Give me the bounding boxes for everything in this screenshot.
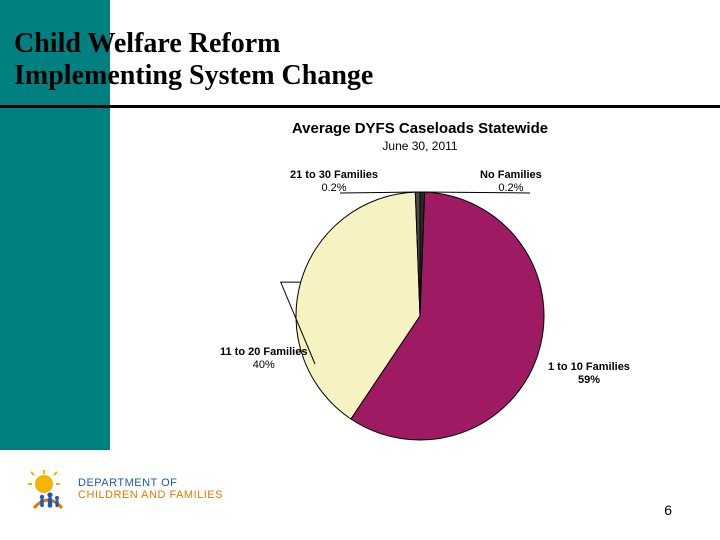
pie-label: 21 to 30 Families0.2%: [290, 169, 378, 194]
page-number: 6: [664, 502, 672, 518]
pie-label: 1 to 10 Families59%: [548, 361, 630, 386]
slide-title: Child Welfare Reform Implementing System…: [14, 28, 594, 92]
footer: DEPARTMENT OF CHILDREN AND FAMILIES 6: [0, 450, 720, 540]
title-line-2: Implementing System Change: [14, 60, 594, 92]
pie-wrap: 11 to 20 Families40% 21 to 30 Families0.2…: [180, 161, 660, 471]
pie-label: No Families0.2%: [480, 169, 542, 194]
logo-line-2: CHILDREN AND FAMILIES: [78, 490, 223, 502]
chart-subtitle: June 30, 2011: [180, 139, 660, 153]
leader-lines: [180, 161, 660, 471]
logo-sun-icon: [26, 468, 70, 512]
pie-label: 11 to 20 Families40%: [220, 346, 307, 371]
chart-area: Average DYFS Caseloads Statewide June 30…: [180, 120, 660, 480]
chart-title: Average DYFS Caseloads Statewide: [180, 120, 660, 137]
dept-logo: DEPARTMENT OF CHILDREN AND FAMILIES: [26, 468, 223, 512]
slide: Child Welfare Reform Implementing System…: [0, 0, 720, 540]
logo-text: DEPARTMENT OF CHILDREN AND FAMILIES: [78, 478, 223, 501]
title-divider: [0, 105, 720, 108]
title-line-1: Child Welfare Reform: [14, 28, 594, 60]
